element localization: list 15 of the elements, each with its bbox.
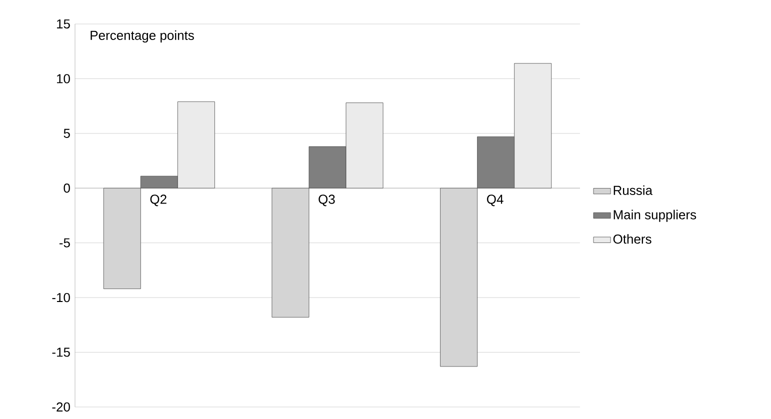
- y-axis-title: Percentage points: [90, 30, 194, 43]
- y-tick-label: -20: [52, 402, 70, 412]
- y-tick-label: 10: [57, 74, 70, 84]
- x-tick-label: Q2: [150, 194, 166, 206]
- x-tick-label: Q4: [486, 194, 504, 206]
- y-tick-label: 15: [57, 19, 70, 29]
- y-tick-label: -10: [52, 292, 70, 302]
- legend-label: Russia: [614, 185, 652, 195]
- legend-label: Main suppliers: [614, 210, 696, 222]
- y-tick-label: 0: [64, 184, 70, 193]
- y-tick-label: -15: [52, 348, 70, 357]
- x-tick-label: Q3: [318, 194, 335, 206]
- y-tick-label: 5: [64, 128, 70, 138]
- y-tick-label: -5: [59, 238, 70, 248]
- legend-label: Others: [613, 234, 652, 244]
